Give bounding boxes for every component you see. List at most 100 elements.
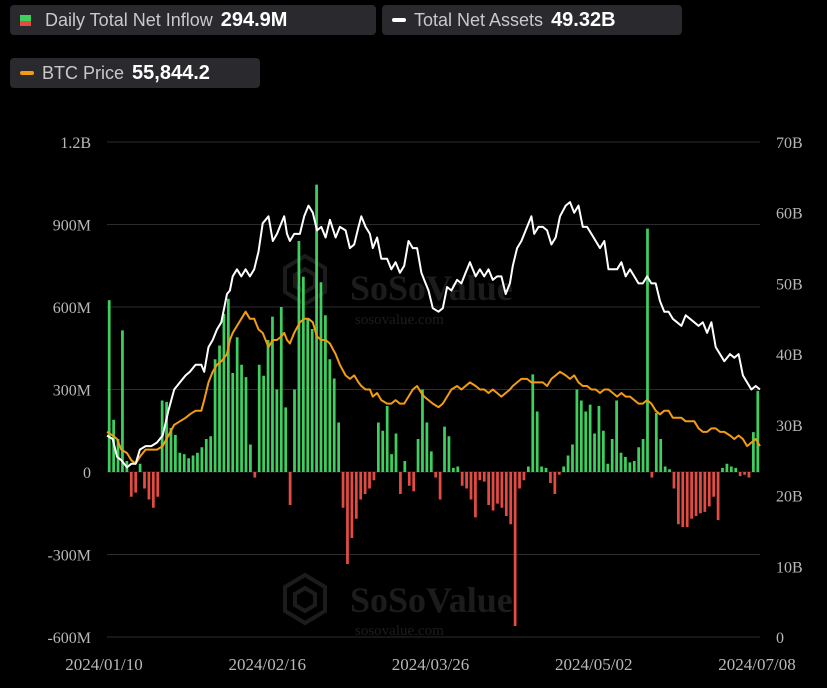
- inflow-bar[interactable]: [107, 300, 111, 473]
- inflow-bar[interactable]: [222, 313, 226, 473]
- inflow-bar[interactable]: [668, 469, 671, 472]
- total-net-assets-line[interactable]: [106, 201, 761, 469]
- inflow-bar[interactable]: [716, 472, 720, 521]
- inflow-bar[interactable]: [663, 466, 667, 473]
- inflow-bar[interactable]: [637, 447, 641, 472]
- inflow-bar[interactable]: [641, 439, 645, 472]
- inflow-bar[interactable]: [288, 472, 292, 505]
- inflow-bar[interactable]: [659, 439, 663, 472]
- inflow-bar[interactable]: [407, 472, 411, 486]
- inflow-bar[interactable]: [535, 411, 539, 473]
- inflow-bar[interactable]: [271, 316, 274, 473]
- inflow-bar[interactable]: [606, 463, 610, 472]
- inflow-bar[interactable]: [624, 456, 627, 473]
- inflow-bar[interactable]: [725, 463, 729, 472]
- inflow-bar[interactable]: [350, 472, 354, 538]
- legend-assets[interactable]: Total Net Assets 49.32B: [382, 5, 682, 35]
- inflow-bar[interactable]: [531, 374, 535, 473]
- inflow-bar[interactable]: [650, 472, 654, 478]
- inflow-bar[interactable]: [712, 472, 716, 497]
- inflow-bar[interactable]: [421, 389, 424, 473]
- inflow-bar[interactable]: [553, 472, 557, 494]
- inflow-bar[interactable]: [588, 404, 592, 473]
- inflow-bar[interactable]: [262, 375, 265, 472]
- inflow-bar[interactable]: [571, 444, 574, 473]
- inflow-bar[interactable]: [399, 472, 402, 494]
- inflow-bar[interactable]: [602, 430, 605, 472]
- inflow-bar[interactable]: [469, 472, 473, 500]
- inflow-bar[interactable]: [324, 315, 327, 472]
- inflow-bar[interactable]: [425, 422, 429, 473]
- inflow-bar[interactable]: [257, 364, 261, 472]
- inflow-bar[interactable]: [293, 389, 296, 473]
- inflow-bar[interactable]: [297, 241, 301, 472]
- btc-price-line[interactable]: [106, 310, 761, 465]
- inflow-bar[interactable]: [672, 472, 676, 489]
- inflow-bar[interactable]: [394, 433, 398, 473]
- inflow-bar[interactable]: [200, 447, 204, 472]
- inflow-bar[interactable]: [575, 389, 579, 473]
- inflow-bar[interactable]: [178, 452, 182, 472]
- inflow-bar[interactable]: [628, 462, 632, 473]
- inflow-bar[interactable]: [721, 467, 724, 473]
- inflow-bar[interactable]: [315, 184, 318, 473]
- inflow-bar[interactable]: [443, 426, 446, 473]
- inflow-bar[interactable]: [694, 472, 698, 516]
- inflow-bar[interactable]: [279, 307, 283, 472]
- inflow-bar[interactable]: [685, 472, 689, 527]
- inflow-bar[interactable]: [284, 407, 288, 473]
- inflow-bar[interactable]: [253, 472, 257, 478]
- inflow-bar[interactable]: [301, 276, 305, 472]
- inflow-bar[interactable]: [734, 467, 738, 473]
- inflow-bar[interactable]: [522, 472, 526, 481]
- inflow-bar[interactable]: [341, 472, 345, 508]
- inflow-bar[interactable]: [504, 472, 508, 516]
- inflow-bar[interactable]: [465, 472, 468, 489]
- inflow-bar[interactable]: [491, 472, 495, 511]
- inflow-bar[interactable]: [332, 378, 336, 473]
- inflow-bar[interactable]: [129, 472, 133, 497]
- inflow-bar[interactable]: [487, 472, 491, 505]
- inflow-bar[interactable]: [174, 434, 177, 473]
- inflow-bar[interactable]: [138, 463, 142, 472]
- inflow-bar[interactable]: [231, 373, 235, 472]
- inflow-bar[interactable]: [707, 472, 711, 507]
- inflow-bar[interactable]: [610, 439, 614, 472]
- inflow-bar[interactable]: [240, 364, 243, 472]
- inflow-bar[interactable]: [752, 432, 755, 473]
- inflow-bar[interactable]: [434, 472, 438, 478]
- inflow-bar[interactable]: [566, 455, 570, 473]
- inflow-bar[interactable]: [363, 472, 367, 494]
- inflow-bar[interactable]: [121, 330, 124, 473]
- inflow-bar[interactable]: [381, 430, 385, 472]
- inflow-bar[interactable]: [451, 467, 455, 473]
- inflow-bar[interactable]: [372, 472, 376, 481]
- inflow-bar[interactable]: [690, 472, 693, 519]
- inflow-bar[interactable]: [385, 406, 389, 472]
- inflow-bar[interactable]: [235, 337, 239, 472]
- inflow-bar[interactable]: [756, 390, 760, 473]
- inflow-bar[interactable]: [557, 472, 561, 475]
- inflow-bar[interactable]: [182, 454, 186, 473]
- inflow-bar[interactable]: [412, 472, 416, 492]
- inflow-bar[interactable]: [540, 466, 543, 473]
- inflow-bar[interactable]: [275, 389, 279, 473]
- legend-price[interactable]: BTC Price 55,844.2: [10, 58, 260, 88]
- inflow-bar[interactable]: [359, 472, 363, 500]
- inflow-bar[interactable]: [500, 472, 504, 508]
- inflow-bar[interactable]: [266, 340, 270, 472]
- inflow-bar[interactable]: [549, 472, 552, 483]
- inflow-bar[interactable]: [619, 452, 623, 472]
- inflow-bar[interactable]: [390, 454, 393, 473]
- inflow-bar[interactable]: [249, 444, 252, 473]
- inflow-bar[interactable]: [196, 452, 199, 472]
- inflow-bar[interactable]: [482, 472, 486, 482]
- inflow-bar[interactable]: [526, 466, 530, 473]
- inflow-bar[interactable]: [743, 472, 746, 475]
- inflow-bar[interactable]: [654, 412, 658, 473]
- inflow-bar[interactable]: [544, 467, 548, 473]
- inflow-bar[interactable]: [156, 472, 160, 497]
- inflow-bar[interactable]: [677, 472, 680, 525]
- inflow-bar[interactable]: [460, 472, 464, 486]
- inflow-bar[interactable]: [447, 436, 451, 472]
